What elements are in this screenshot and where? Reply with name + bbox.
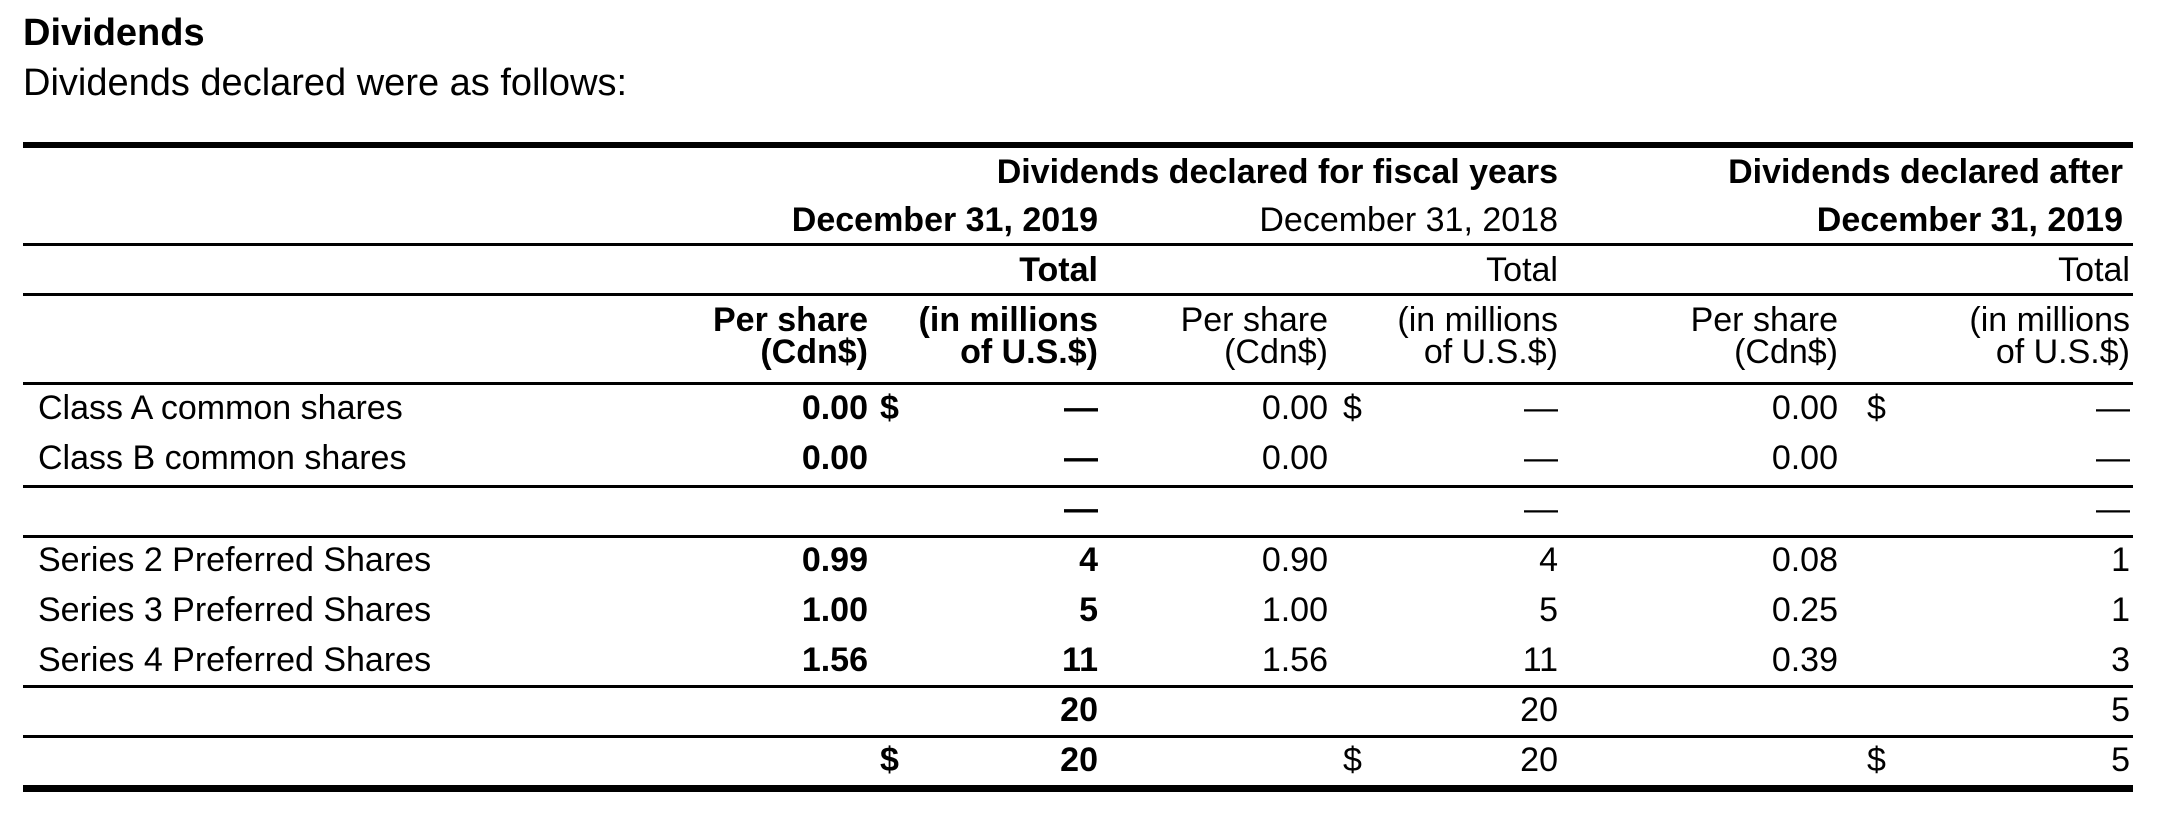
cell-value: 1 xyxy=(2111,541,2130,579)
row-label: Series 4 Preferred Shares xyxy=(38,641,432,679)
rule xyxy=(23,243,2133,246)
rule xyxy=(23,535,2133,538)
cell-value: 0.39 xyxy=(1771,641,1838,679)
cell-value: 5 xyxy=(1539,591,1558,629)
row-label: Series 3 Preferred Shares xyxy=(38,591,432,629)
cell-value: 5 xyxy=(1079,591,1098,629)
header-total-after: Total xyxy=(2058,251,2130,289)
cell-value: 0.90 xyxy=(1261,541,1328,579)
cell-value: — xyxy=(1064,439,1098,477)
intro-text: Dividends declared were as follows: xyxy=(23,62,628,104)
currency-symbol: $ xyxy=(1343,389,1362,427)
subtotal-value: — xyxy=(2096,490,2130,528)
cell-value: 4 xyxy=(1079,541,1098,579)
header-millions-after: (in millions xyxy=(1969,301,2130,339)
subtotal-value: 20 xyxy=(1060,691,1098,729)
header-per-share-2018: Per share xyxy=(1180,301,1328,339)
cell-value: 0.25 xyxy=(1771,591,1838,629)
row-label: Class B common shares xyxy=(38,439,407,477)
cell-value: 0.00 xyxy=(1261,439,1328,477)
cell-value: 11 xyxy=(1522,641,1558,679)
row-label: Class A common shares xyxy=(38,389,403,427)
header-millions-2019-unit: of U.S.$) xyxy=(960,333,1098,371)
currency-symbol: $ xyxy=(880,389,899,427)
rule-top xyxy=(23,142,2133,148)
rule xyxy=(23,735,2133,738)
rule xyxy=(23,485,2133,488)
header-millions-2018-unit: of U.S.$) xyxy=(1423,333,1558,371)
currency-symbol: $ xyxy=(1867,389,1886,427)
subtotal-value: 20 xyxy=(1520,691,1558,729)
header-per-share-2018-unit: (Cdn$) xyxy=(1224,333,1328,371)
header-millions-2019: (in millions xyxy=(918,301,1098,339)
cell-value: 0.99 xyxy=(801,541,868,579)
header-group-fiscal: Dividends declared for fiscal years xyxy=(996,153,1558,191)
cell-value: 11 xyxy=(1062,641,1098,679)
cell-value: — xyxy=(2096,439,2130,477)
total-value: 5 xyxy=(2111,741,2130,779)
cell-value: 1.56 xyxy=(801,641,868,679)
header-group-after: Dividends declared after xyxy=(1728,153,2123,191)
cell-value: 3 xyxy=(2111,641,2130,679)
cell-value: 0.00 xyxy=(1261,389,1328,427)
cell-value: 0.08 xyxy=(1771,541,1838,579)
header-millions-2018: (in millions xyxy=(1397,301,1558,339)
total-value: 20 xyxy=(1520,741,1558,779)
row-label: Series 2 Preferred Shares xyxy=(38,541,432,579)
currency-symbol: $ xyxy=(1343,741,1362,779)
header-per-share-after-unit: (Cdn$) xyxy=(1734,333,1838,371)
header-per-share-after: Per share xyxy=(1690,301,1838,339)
cell-value: 0.00 xyxy=(801,439,868,477)
cell-value: 0.00 xyxy=(801,389,868,427)
total-value: 20 xyxy=(1060,741,1098,779)
rule xyxy=(23,382,2133,385)
header-col-2018: December 31, 2018 xyxy=(1259,201,1558,239)
header-millions-after-unit: of U.S.$) xyxy=(1995,333,2130,371)
cell-value: 4 xyxy=(1539,541,1558,579)
cell-value: 1.00 xyxy=(801,591,868,629)
subtotal-value: — xyxy=(1524,490,1558,528)
cell-value: — xyxy=(1524,389,1558,427)
header-col-after: December 31, 2019 xyxy=(1816,201,2123,239)
cell-value: 1.00 xyxy=(1261,591,1328,629)
subtotal-value: 5 xyxy=(2111,691,2130,729)
header-total-2019: Total xyxy=(1019,251,1098,289)
cell-value: 1 xyxy=(2111,591,2130,629)
section-heading: Dividends xyxy=(23,12,205,54)
header-col-2019: December 31, 2019 xyxy=(791,201,1098,239)
cell-value: 1.56 xyxy=(1261,641,1328,679)
currency-symbol: $ xyxy=(880,741,899,779)
rule-bottom xyxy=(23,785,2133,792)
header-per-share-2019-unit: (Cdn$) xyxy=(760,333,868,371)
rule xyxy=(23,293,2133,296)
currency-symbol: $ xyxy=(1867,741,1886,779)
header-total-2018: Total xyxy=(1486,251,1558,289)
cell-value: — xyxy=(1064,389,1098,427)
cell-value: — xyxy=(1524,439,1558,477)
cell-value: 0.00 xyxy=(1771,389,1838,427)
subtotal-value: — xyxy=(1064,490,1098,528)
header-per-share-2019: Per share xyxy=(713,301,868,339)
rule xyxy=(23,685,2133,688)
cell-value: — xyxy=(2096,389,2130,427)
cell-value: 0.00 xyxy=(1771,439,1838,477)
